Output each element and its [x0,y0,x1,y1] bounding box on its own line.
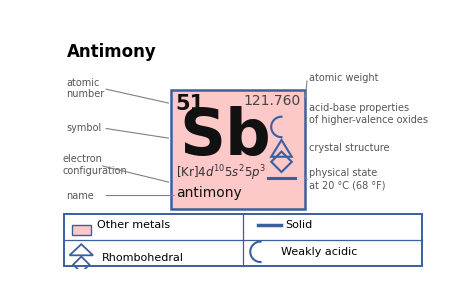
Text: Solid: Solid [285,220,312,230]
Text: atomic weight: atomic weight [309,73,379,83]
Text: 51: 51 [176,94,205,114]
Text: electron
configuration: electron configuration [63,155,128,176]
Text: physical state
at 20 °C (68 °F): physical state at 20 °C (68 °F) [309,169,385,190]
Text: 121.760: 121.760 [244,94,301,108]
Text: Weakly acidic: Weakly acidic [281,247,357,257]
Text: $[\mathrm{Kr}]4d^{10}5s^{2}5p^{3}$: $[\mathrm{Kr}]4d^{10}5s^{2}5p^{3}$ [176,163,266,183]
FancyBboxPatch shape [64,214,422,266]
Text: Other metals: Other metals [98,220,171,230]
FancyBboxPatch shape [72,225,91,235]
FancyBboxPatch shape [171,90,305,210]
Text: acid-base properties
of higher-valence oxides: acid-base properties of higher-valence o… [309,103,428,125]
Text: crystal structure: crystal structure [309,143,390,153]
Text: atomic
number: atomic number [66,78,105,99]
Text: Antimony: Antimony [66,43,156,61]
Text: antimony: antimony [176,186,241,200]
Text: Sb: Sb [179,106,271,168]
Text: symbol: symbol [66,123,102,133]
Text: name: name [66,191,94,201]
Text: Rhombohedral: Rhombohedral [101,253,183,263]
